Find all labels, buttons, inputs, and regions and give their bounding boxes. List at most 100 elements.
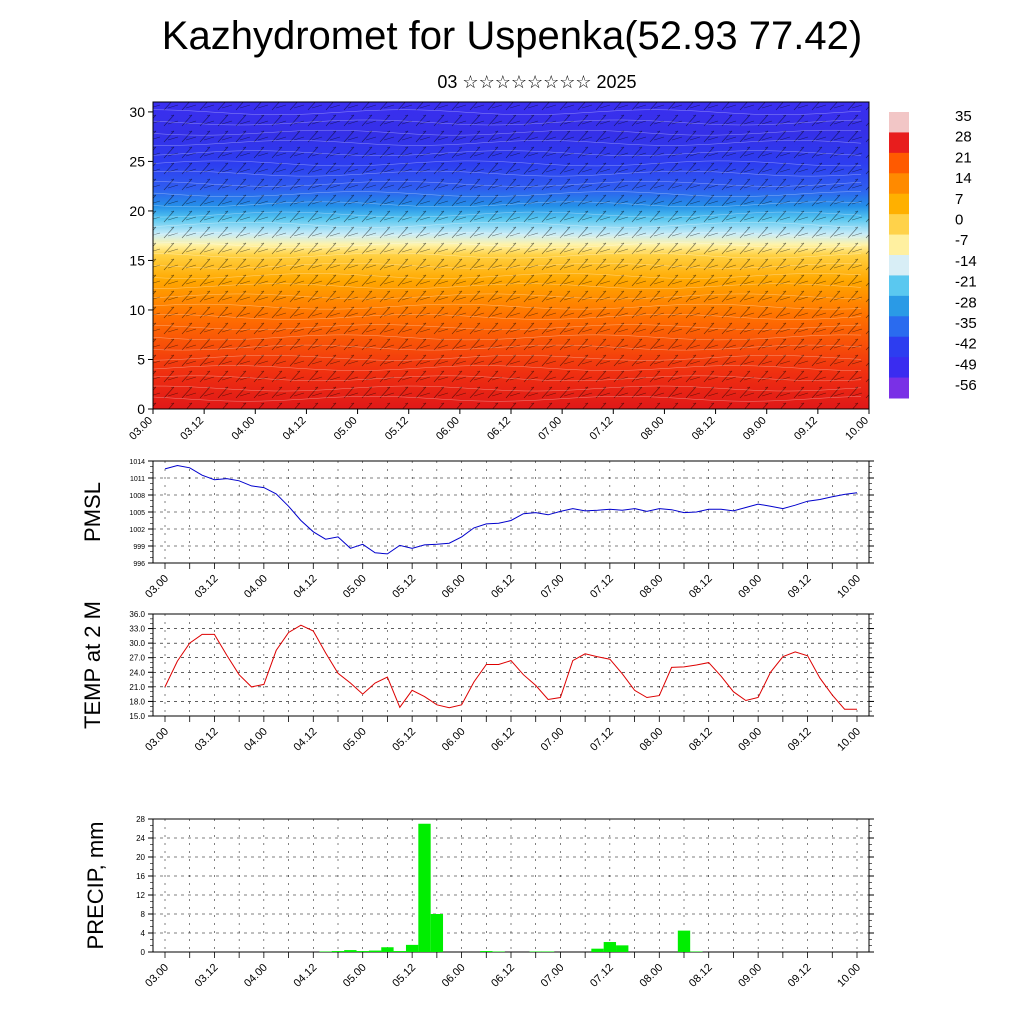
series-line <box>164 624 857 710</box>
x-tick-label: 03.12 <box>193 726 221 754</box>
isotherm-line <box>152 140 862 146</box>
y-tick-label: 15 <box>129 252 145 268</box>
colorbar-swatch <box>889 295 909 317</box>
x-tick-label: 06.12 <box>489 726 517 754</box>
x-tick-label: 03.12 <box>193 962 221 990</box>
x-tick-label: 07.12 <box>587 415 615 443</box>
x-tick-label: 07.00 <box>536 415 564 443</box>
x-tick-label: 09.12 <box>786 962 814 990</box>
x-tick-label: 10.00 <box>843 415 871 443</box>
colorbar-swatch <box>889 152 909 174</box>
isotherm-line <box>152 252 862 259</box>
precip-bar <box>603 942 617 952</box>
colorbar-swatch <box>889 275 909 297</box>
precip-bar <box>405 944 419 952</box>
x-tick-label: 04.00 <box>229 415 257 443</box>
isotherm-line <box>152 385 862 392</box>
isotherm-line <box>152 303 862 310</box>
isotherm-line <box>152 232 862 238</box>
panel-frame <box>152 613 870 717</box>
y-tick-label: 18.0 <box>129 697 145 706</box>
isotherm-line <box>152 160 862 167</box>
y-tick-label: 20 <box>129 203 145 219</box>
y-tick-label: 24.0 <box>129 668 145 677</box>
y-tick-label: 28 <box>136 815 145 824</box>
colorbar-label: -21 <box>955 274 977 291</box>
isotherm-line <box>152 396 862 402</box>
x-tick-label: 03.12 <box>193 573 221 601</box>
isotherm-line <box>152 334 862 341</box>
colorbar-label: -28 <box>955 294 977 311</box>
x-tick-label: 07.00 <box>539 573 567 601</box>
isotherm-line <box>152 119 862 126</box>
x-tick-label: 08.00 <box>637 726 665 754</box>
x-tick-label: 09.12 <box>786 573 814 601</box>
x-tick-label: 04.12 <box>281 415 309 443</box>
precip-bar <box>591 948 604 952</box>
colorbar-swatch <box>889 255 909 276</box>
colorbar-label: -42 <box>955 336 977 353</box>
colorbar-swatch <box>889 336 909 358</box>
colorbar-label: -49 <box>955 356 977 373</box>
isotherm-line <box>152 201 862 208</box>
colorbar-swatch <box>889 132 909 154</box>
y-tick-label: 12 <box>136 891 145 900</box>
y-tick-label: 20 <box>136 853 145 862</box>
isotherm-line <box>152 191 862 197</box>
y-tick-label: 1014 <box>129 459 145 466</box>
x-tick-label: 04.00 <box>242 573 270 601</box>
x-tick-label: 09.00 <box>736 726 764 754</box>
isotherm-line <box>152 242 862 249</box>
precip-bar <box>480 951 493 952</box>
x-tick-label: 06.00 <box>440 573 468 601</box>
colorbar-swatch <box>889 214 909 236</box>
x-tick-label: 05.12 <box>390 573 418 601</box>
precip-bar <box>368 950 382 952</box>
x-tick-label: 08.12 <box>687 962 715 990</box>
chart-subtitle: 03 ☆☆☆☆☆☆☆☆ 2025 <box>437 72 637 92</box>
x-tick-label: 06.12 <box>489 962 517 990</box>
colorbar-label: 14 <box>955 170 972 187</box>
x-tick-label: 06.00 <box>434 415 462 443</box>
x-tick-label: 03.12 <box>178 415 206 443</box>
y-tick-label: 1008 <box>129 493 145 500</box>
colorbar-label: 28 <box>955 129 972 146</box>
isotherm-line <box>152 355 862 361</box>
x-tick-label: 09.00 <box>736 962 764 990</box>
isotherm-line <box>152 365 862 371</box>
isotherm-line <box>152 314 862 320</box>
y-tick-label: 16 <box>136 872 145 881</box>
y-tick-label: 15.0 <box>129 712 145 721</box>
precip-bar <box>430 914 444 952</box>
y-tick-label: 36.0 <box>129 610 145 619</box>
y-tick-label: 5 <box>137 351 145 367</box>
x-tick-label: 04.12 <box>291 573 319 601</box>
x-tick-label: 07.12 <box>588 573 616 601</box>
colorbar: 35 28 21 14 7 0 -7 -14 -21 -28 -35 -42 -49 -56 <box>889 108 977 399</box>
x-tick-label: 03.00 <box>143 726 171 754</box>
x-tick-label: 05.00 <box>341 962 369 990</box>
colorbar-swatch <box>889 173 909 195</box>
isotherm-line <box>152 181 862 187</box>
precip-bar <box>616 945 629 952</box>
wind-barbs <box>153 102 869 409</box>
x-tick-label: 05.12 <box>383 415 411 443</box>
isotherm-line <box>152 293 862 300</box>
pmsl-panel: 1014 1011 1008 1005 1002 999 996 03.00 03.12 04.0… <box>80 459 874 601</box>
y-tick-label: 8 <box>141 910 146 919</box>
x-tick-label: 09.00 <box>736 573 764 601</box>
isotherm-line <box>152 222 862 228</box>
y-tick-label: 30.0 <box>129 639 145 648</box>
isotherm-line <box>152 150 862 156</box>
x-tick-label: 04.00 <box>242 962 270 990</box>
precipitation-panel: 28 24 20 16 12 8 4 0 03.00 03.12 04.00 04.12 05.00 05… <box>83 815 874 990</box>
temperature-cross-section: 0 5 10 15 20 25 30 03.00 03.12 04.00 04.12 05.00 05.… <box>127 101 871 443</box>
x-tick-label: 08.12 <box>690 415 718 443</box>
colorbar-swatch <box>889 112 909 133</box>
colorbar-swatch <box>889 234 909 256</box>
x-tick-label: 10.00 <box>835 726 863 754</box>
colorbar-label: -56 <box>955 377 977 394</box>
y-axis-label: PRECIP, mm <box>83 822 108 950</box>
y-tick-label: 0 <box>141 948 146 957</box>
